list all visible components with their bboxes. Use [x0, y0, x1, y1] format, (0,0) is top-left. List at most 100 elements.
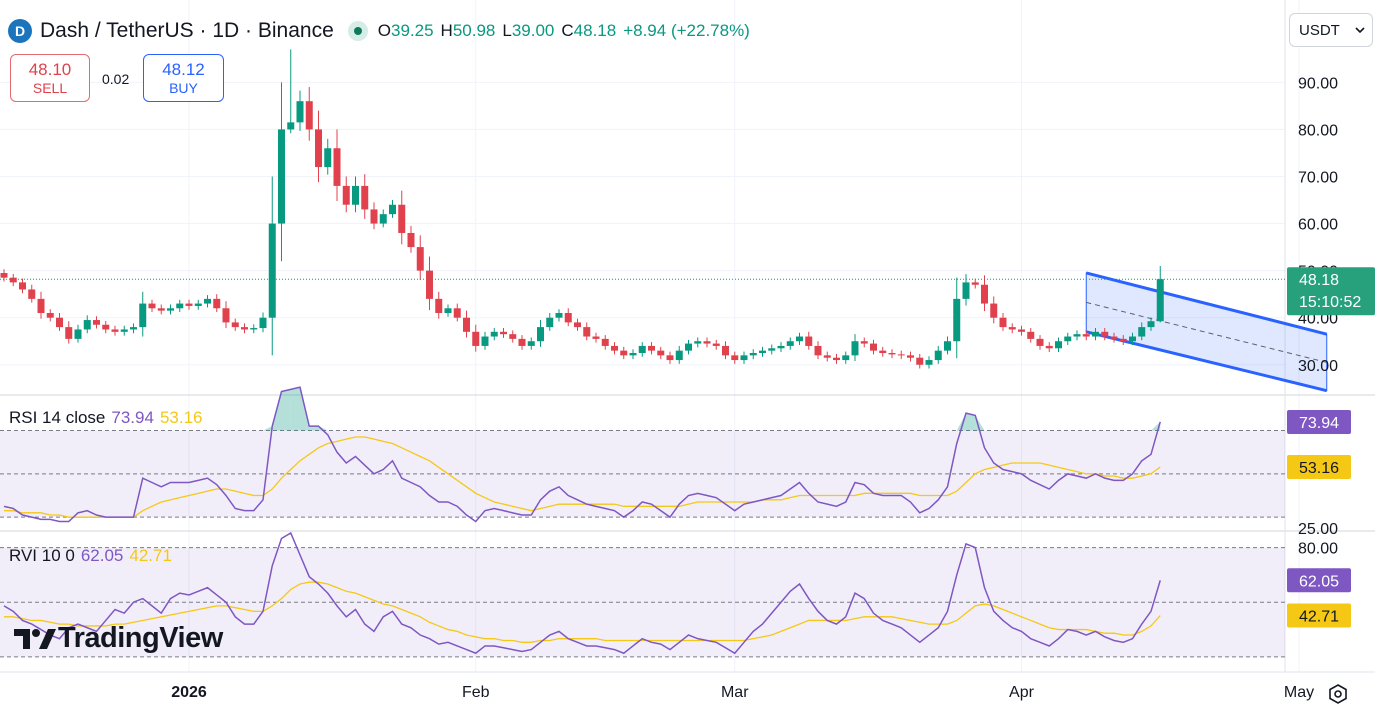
candle-body	[916, 357, 924, 365]
time-tick-label: Apr	[1009, 684, 1035, 701]
sell-label: SELL	[32, 79, 68, 96]
candle-body	[805, 336, 813, 346]
candle-body	[111, 329, 119, 332]
rsi-ma-tag	[1287, 454, 1351, 479]
rsi-ma-tag-value: 53.16	[1299, 460, 1339, 477]
candle-body	[416, 247, 424, 271]
candle-body	[731, 355, 739, 361]
rsi-overbought-fill	[290, 387, 300, 431]
candle-body	[527, 341, 535, 346]
spread-value: 0.02	[102, 71, 130, 87]
currency-select[interactable]: USDT	[1289, 13, 1373, 47]
candle-body	[971, 282, 979, 285]
candle-body	[83, 320, 91, 330]
candle-body	[74, 329, 82, 339]
candle-body	[833, 357, 840, 361]
rvi-signal-line	[4, 581, 1161, 643]
candle-body	[1101, 331, 1109, 337]
candle-body	[860, 341, 868, 344]
candle-body	[130, 327, 137, 330]
candle-body	[879, 350, 887, 353]
time-tick-label: May	[1284, 684, 1314, 701]
candle-body	[65, 327, 73, 339]
candle-body	[925, 360, 933, 365]
rsi-line	[3, 386, 1161, 523]
candle-body	[546, 317, 554, 328]
candle-body	[611, 345, 618, 351]
candle-body	[56, 317, 63, 328]
candle-body	[1073, 334, 1081, 337]
candle-body	[1119, 338, 1127, 342]
rvi-signal-value: 42.71	[129, 546, 172, 565]
time-tick-label: Mar	[721, 684, 749, 701]
candle-body	[657, 350, 665, 356]
candle-body	[629, 352, 637, 356]
candle-body	[786, 341, 794, 346]
candle-body	[37, 298, 45, 313]
price-tick-label: 60.00	[1298, 217, 1338, 234]
candle-body	[999, 317, 1007, 328]
candle-body	[592, 336, 600, 339]
symbol-title[interactable]: Dash / TetherUS · 1D · Binance	[40, 19, 334, 42]
candle-body	[768, 348, 776, 351]
price-tick-label: 30.00	[1298, 358, 1338, 375]
rvi-value: 62.05	[80, 546, 124, 565]
rsi-legend[interactable]: RSI 14 close 73.94 53.16	[9, 408, 202, 428]
rsi-overbought-fill	[966, 413, 976, 431]
candle-body	[518, 338, 526, 346]
candle-body	[305, 101, 313, 130]
candle-body	[1064, 336, 1072, 342]
candle-body	[666, 355, 674, 361]
candle-body	[222, 308, 230, 323]
candle-body	[749, 352, 757, 356]
candle-body	[897, 354, 905, 356]
candle-body	[1055, 341, 1062, 349]
time-tick-label: Feb	[462, 684, 490, 701]
candle-body	[426, 270, 433, 299]
candle-body	[213, 298, 221, 309]
price-tick-label: 90.00	[1298, 75, 1338, 92]
candle-body	[463, 317, 470, 332]
buy-button[interactable]: 48.12 BUY	[143, 54, 224, 102]
candle-body	[1147, 321, 1155, 328]
rvi-title: RVI 10 0	[9, 546, 75, 565]
candle-body	[1008, 327, 1016, 330]
candle-body	[1045, 345, 1053, 349]
candle-body	[823, 355, 831, 358]
candle-body	[842, 355, 850, 361]
candle-body	[278, 129, 285, 224]
candle-body	[796, 336, 803, 342]
candle-body	[370, 209, 378, 224]
candle-body	[167, 308, 174, 311]
candle-body	[1156, 279, 1164, 322]
candle-body	[1129, 336, 1136, 342]
candle-body	[648, 345, 655, 351]
rvi-legend[interactable]: RVI 10 0 62.05 42.71	[9, 546, 172, 566]
candle-body	[1082, 334, 1090, 337]
candle-body	[564, 312, 572, 323]
settings-gear-icon[interactable]	[1327, 683, 1349, 710]
tradingview-logo[interactable]: TradingView	[12, 622, 223, 655]
sell-button[interactable]: 48.10 SELL	[10, 54, 90, 102]
candle-body	[638, 345, 646, 353]
ohlc-open: O39.25	[377, 21, 434, 40]
candle-body	[759, 350, 766, 353]
candle-body	[500, 331, 507, 335]
candle-body	[870, 343, 877, 351]
rvi-signal-tag	[1287, 603, 1351, 628]
candle-body	[962, 282, 970, 299]
candle-body	[139, 303, 147, 328]
candle-body	[46, 312, 54, 318]
candle-body	[509, 334, 517, 339]
candle-body	[944, 341, 951, 351]
rsi-overbought-fill	[318, 426, 328, 431]
rsi-tag-value: 73.94	[1299, 415, 1339, 432]
ohlc-close: C48.18	[561, 21, 617, 40]
candle-body	[19, 282, 26, 290]
candle-body	[583, 327, 591, 337]
chart-header: D Dash / TetherUS · 1D · Binance O39.25 …	[8, 14, 757, 48]
candle-body	[28, 289, 36, 299]
candle-body	[342, 185, 350, 205]
rsi-overbought-fill	[281, 389, 291, 431]
